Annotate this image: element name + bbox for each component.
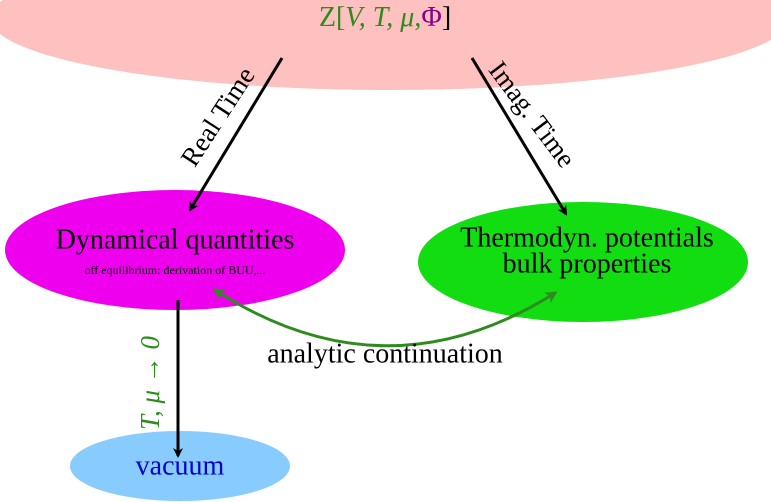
node-label: Thermodyn. potentials xyxy=(460,222,714,253)
label-part: Z[ xyxy=(319,2,345,33)
label-part: Φ xyxy=(421,2,441,33)
vacuum-node xyxy=(70,431,290,501)
label-part: , xyxy=(414,2,421,33)
arrow-imag-time xyxy=(470,57,568,216)
arrow-real-time xyxy=(188,57,284,212)
label-part: μ xyxy=(399,2,414,33)
node-label: vacuum xyxy=(136,450,225,481)
node-sublabel: off equilibrium: derivation of BUU,... xyxy=(84,263,265,277)
top-ellipse xyxy=(0,0,771,90)
node-sublabel: bulk properties xyxy=(503,248,672,279)
label-part: ] xyxy=(442,2,451,33)
label-part: , xyxy=(386,2,400,33)
node-label: Dynamical quantities xyxy=(56,224,295,255)
dynamical-node xyxy=(5,190,345,310)
arrow-analytic xyxy=(212,288,558,348)
label-part: , xyxy=(359,2,373,33)
partition-function: Z[V, T, μ,Φ] xyxy=(319,2,451,33)
label-part: T xyxy=(373,2,391,33)
edge-label: T, μ → 0 xyxy=(135,335,165,430)
edge-label: analytic continuation xyxy=(267,338,503,369)
